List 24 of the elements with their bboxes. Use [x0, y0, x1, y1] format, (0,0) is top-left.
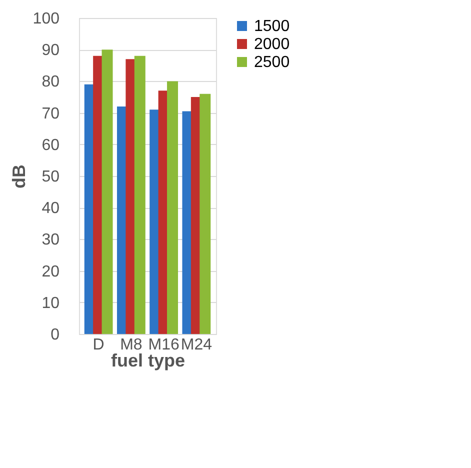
bar	[134, 56, 146, 334]
y-tick-label: 10	[42, 294, 60, 312]
bar	[200, 94, 211, 334]
x-tick-label: M24	[180, 336, 212, 354]
y-tick-label: 30	[42, 232, 60, 249]
x-tick-label: M8	[120, 336, 142, 354]
bar	[167, 81, 178, 334]
y-tick-label: 60	[42, 136, 60, 154]
x-tick-label: D	[92, 336, 104, 354]
bar	[102, 50, 113, 334]
legend-label: 1500	[254, 18, 290, 35]
y-axis-title: dB	[8, 164, 29, 188]
y-tick-label: 90	[42, 42, 60, 60]
y-tick-label: 80	[42, 74, 60, 91]
y-tick-label: 40	[42, 200, 60, 218]
x-tick-label: M16	[148, 336, 180, 354]
y-tick-label: 0	[50, 326, 60, 344]
legend-label: 2500	[254, 54, 290, 71]
y-tick-label: 70	[42, 105, 60, 122]
y-tick-label: 20	[42, 263, 60, 280]
y-tick-label: 50	[42, 168, 60, 186]
x-axis-title: fuel type	[110, 350, 186, 370]
legend-label: 2000	[254, 36, 290, 53]
y-tick-label: 100	[32, 10, 60, 28]
